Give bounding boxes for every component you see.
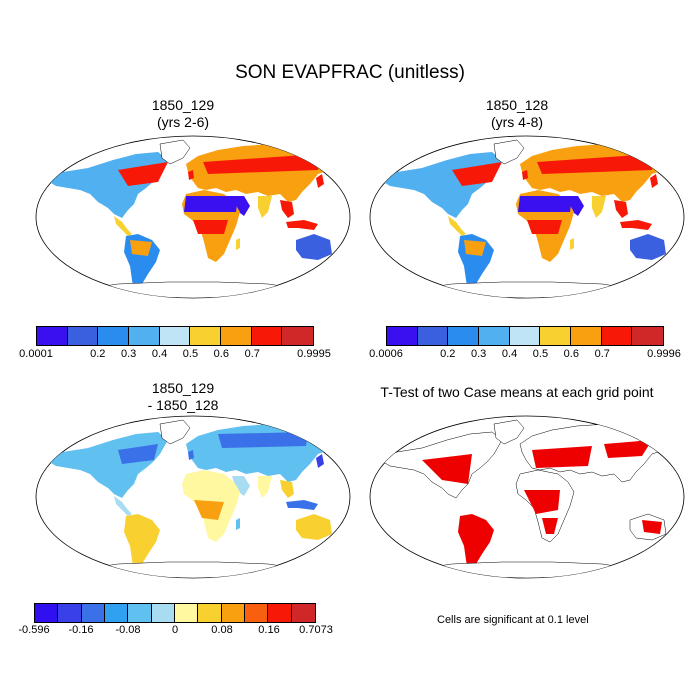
panel1-title-line2: (yrs 2-6) <box>156 114 210 130</box>
map-panel-1850-129 <box>35 135 351 299</box>
colorbar-box <box>291 604 315 622</box>
colorbar-tick-label: 0.9995 <box>297 348 331 360</box>
colorbar-box <box>268 604 292 622</box>
colorbar-box <box>104 604 129 622</box>
land-field <box>46 139 336 298</box>
land-field <box>46 419 336 578</box>
colorbar-tick-label: 0.7 <box>244 348 260 360</box>
colorbar-box <box>601 327 633 345</box>
colorbar-tick-label: 0.6 <box>213 348 229 360</box>
colorbar-box <box>282 327 313 345</box>
colorbar-box <box>448 327 479 345</box>
colorbar-tick-label: 0.4 <box>501 348 518 360</box>
panel3-title: 1850_129 - 1850_128 <box>18 380 348 414</box>
map-panel-difference <box>35 415 351 579</box>
map-panel-1850-128 <box>369 135 685 299</box>
colorbar-tick-label: 0.3 <box>121 348 137 360</box>
colorbar-tick-label: 0.2 <box>440 348 456 360</box>
figure-title: SON EVAPFRAC (unitless) <box>235 62 465 83</box>
colorbar-tick-label: 0.0006 <box>369 348 403 360</box>
colorbar-box <box>221 604 245 622</box>
colorbar-box <box>128 327 160 345</box>
colorbar-tick-label: 0.3 <box>471 348 487 360</box>
colorbar-tick-label: 0.0001 <box>19 348 53 360</box>
panel2-title-line1: 1850_128 <box>485 97 549 113</box>
colorbar-panel3 <box>34 603 316 623</box>
panel1-title-line1: 1850_129 <box>151 97 215 113</box>
panel2-title-line2: (yrs 4-8) <box>490 114 544 130</box>
significance-field <box>379 419 671 578</box>
colorbar-tick-label: -0.16 <box>68 624 94 636</box>
colorbar-tick-label: 0.4 <box>151 348 168 360</box>
colorbar-box <box>98 327 129 345</box>
panel1-title: 1850_129 (yrs 2-6) <box>18 97 348 131</box>
colorbar-tick-label: 0.16 <box>258 624 280 636</box>
panel3-title-line1: 1850_129 <box>151 380 215 396</box>
colorbar-box <box>190 327 221 345</box>
colorbar-box <box>67 327 99 345</box>
panel2-title: 1850_128 (yrs 4-8) <box>352 97 682 131</box>
colorbar-box <box>570 327 602 345</box>
colorbar-panel1-labels: 0.0001 0.2 0.3 0.4 0.5 0.6 0.7 0.9995 <box>19 348 331 362</box>
colorbar-box <box>220 327 252 345</box>
colorbar-tick-label: 0.2 <box>90 348 106 360</box>
colorbar-panel1 <box>36 326 314 346</box>
colorbar-box <box>58 604 82 622</box>
colorbar-box <box>198 604 222 622</box>
colorbar-panel2 <box>386 326 664 346</box>
colorbar-tick-label: 0.9996 <box>647 348 681 360</box>
colorbar-panel3-labels: -0.596 -0.16 -0.08 0 0.08 0.16 0.7073 <box>18 624 332 638</box>
colorbar-tick-label: 0.7 <box>594 348 610 360</box>
map-panel-ttest <box>369 415 685 579</box>
colorbar-tick-label: 0 <box>171 624 179 636</box>
colorbar-box <box>151 604 175 622</box>
colorbar-box <box>37 327 68 345</box>
colorbar-tick-label: 0.08 <box>211 624 233 636</box>
colorbar-tick-label: -0.08 <box>115 624 141 636</box>
colorbar-box <box>478 327 510 345</box>
colorbar-tick-label: 0.7073 <box>299 624 333 636</box>
colorbar-tick-label: 0.5 <box>532 348 549 360</box>
colorbar-panel2-labels: 0.0006 0.2 0.3 0.4 0.5 0.6 0.7 0.9996 <box>369 348 681 362</box>
colorbar-box <box>159 327 191 345</box>
colorbar-tick-label: -0.596 <box>18 624 50 636</box>
panel4-title-line1: T-Test of two Case means at each grid po… <box>380 384 654 400</box>
colorbar-box <box>174 604 199 622</box>
colorbar-box <box>244 604 269 622</box>
colorbar-box <box>35 604 59 622</box>
colorbar-tick-label: 0.5 <box>182 348 199 360</box>
colorbar-box <box>632 327 663 345</box>
colorbar-tick-label: 0.6 <box>563 348 579 360</box>
land-field <box>380 139 670 298</box>
colorbar-box <box>540 327 571 345</box>
colorbar-box <box>128 604 152 622</box>
colorbar-box <box>81 604 105 622</box>
panel3-title-line2: - 1850_128 <box>147 397 219 413</box>
significance-note: Cells are significant at 0.1 level <box>437 614 589 626</box>
panel4-title: T-Test of two Case means at each grid po… <box>352 384 682 401</box>
colorbar-box <box>417 327 449 345</box>
colorbar-box <box>509 327 541 345</box>
colorbar-box <box>251 327 283 345</box>
colorbar-box <box>387 327 418 345</box>
